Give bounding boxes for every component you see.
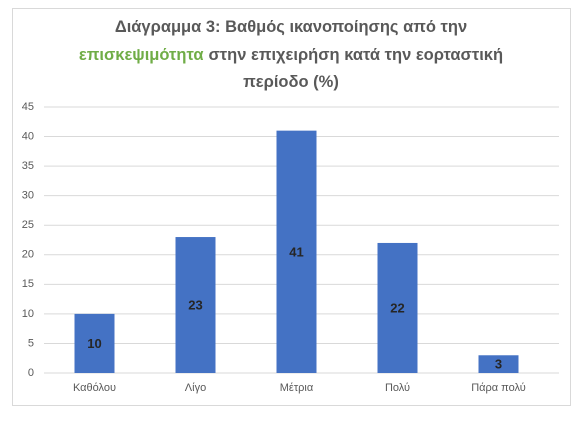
bar [377, 242, 418, 373]
y-tick-label: 45 [22, 101, 34, 113]
x-tick-label: Πολύ [385, 382, 410, 394]
bar [74, 313, 115, 373]
y-tick-label: 25 [22, 219, 34, 231]
bar [478, 355, 519, 373]
chart-title: επισκεψιμότητα στην επιχειρήση κατά την ε… [79, 46, 503, 64]
data-label: 41 [289, 244, 303, 259]
x-tick-label: Λίγο [185, 382, 206, 394]
data-label: 22 [390, 300, 404, 315]
x-tick-label: Πάρα πολύ [471, 382, 526, 394]
title-part: περίοδο (%) [243, 73, 339, 91]
x-tick-label: Μέτρια [280, 382, 314, 394]
bar [175, 237, 216, 373]
y-tick-label: 10 [22, 308, 34, 320]
y-tick-label: 40 [22, 130, 34, 142]
data-label: 10 [87, 336, 101, 351]
title-part: επισκεψιμότητα [79, 46, 204, 64]
data-label: 3 [495, 357, 502, 372]
y-tick-label: 0 [28, 367, 34, 379]
data-label: 23 [188, 297, 202, 312]
chart-title: περίοδο (%) [243, 73, 339, 91]
y-tick-label: 20 [22, 249, 34, 261]
y-tick-label: 30 [22, 190, 34, 202]
bar [276, 130, 317, 373]
title-part: στην επιχειρήση κατά την εορταστική [209, 46, 504, 64]
chart-title: Διάγραμμα 3: Βαθμός ικανοποίησης από την [115, 18, 467, 36]
title-part: Διάγραμμα 3: Βαθμός ικανοποίησης από την [115, 18, 467, 36]
x-tick-label: Καθόλου [73, 382, 116, 394]
y-tick-label: 15 [22, 278, 34, 290]
y-tick-label: 35 [22, 160, 34, 172]
y-tick-label: 5 [28, 337, 34, 349]
